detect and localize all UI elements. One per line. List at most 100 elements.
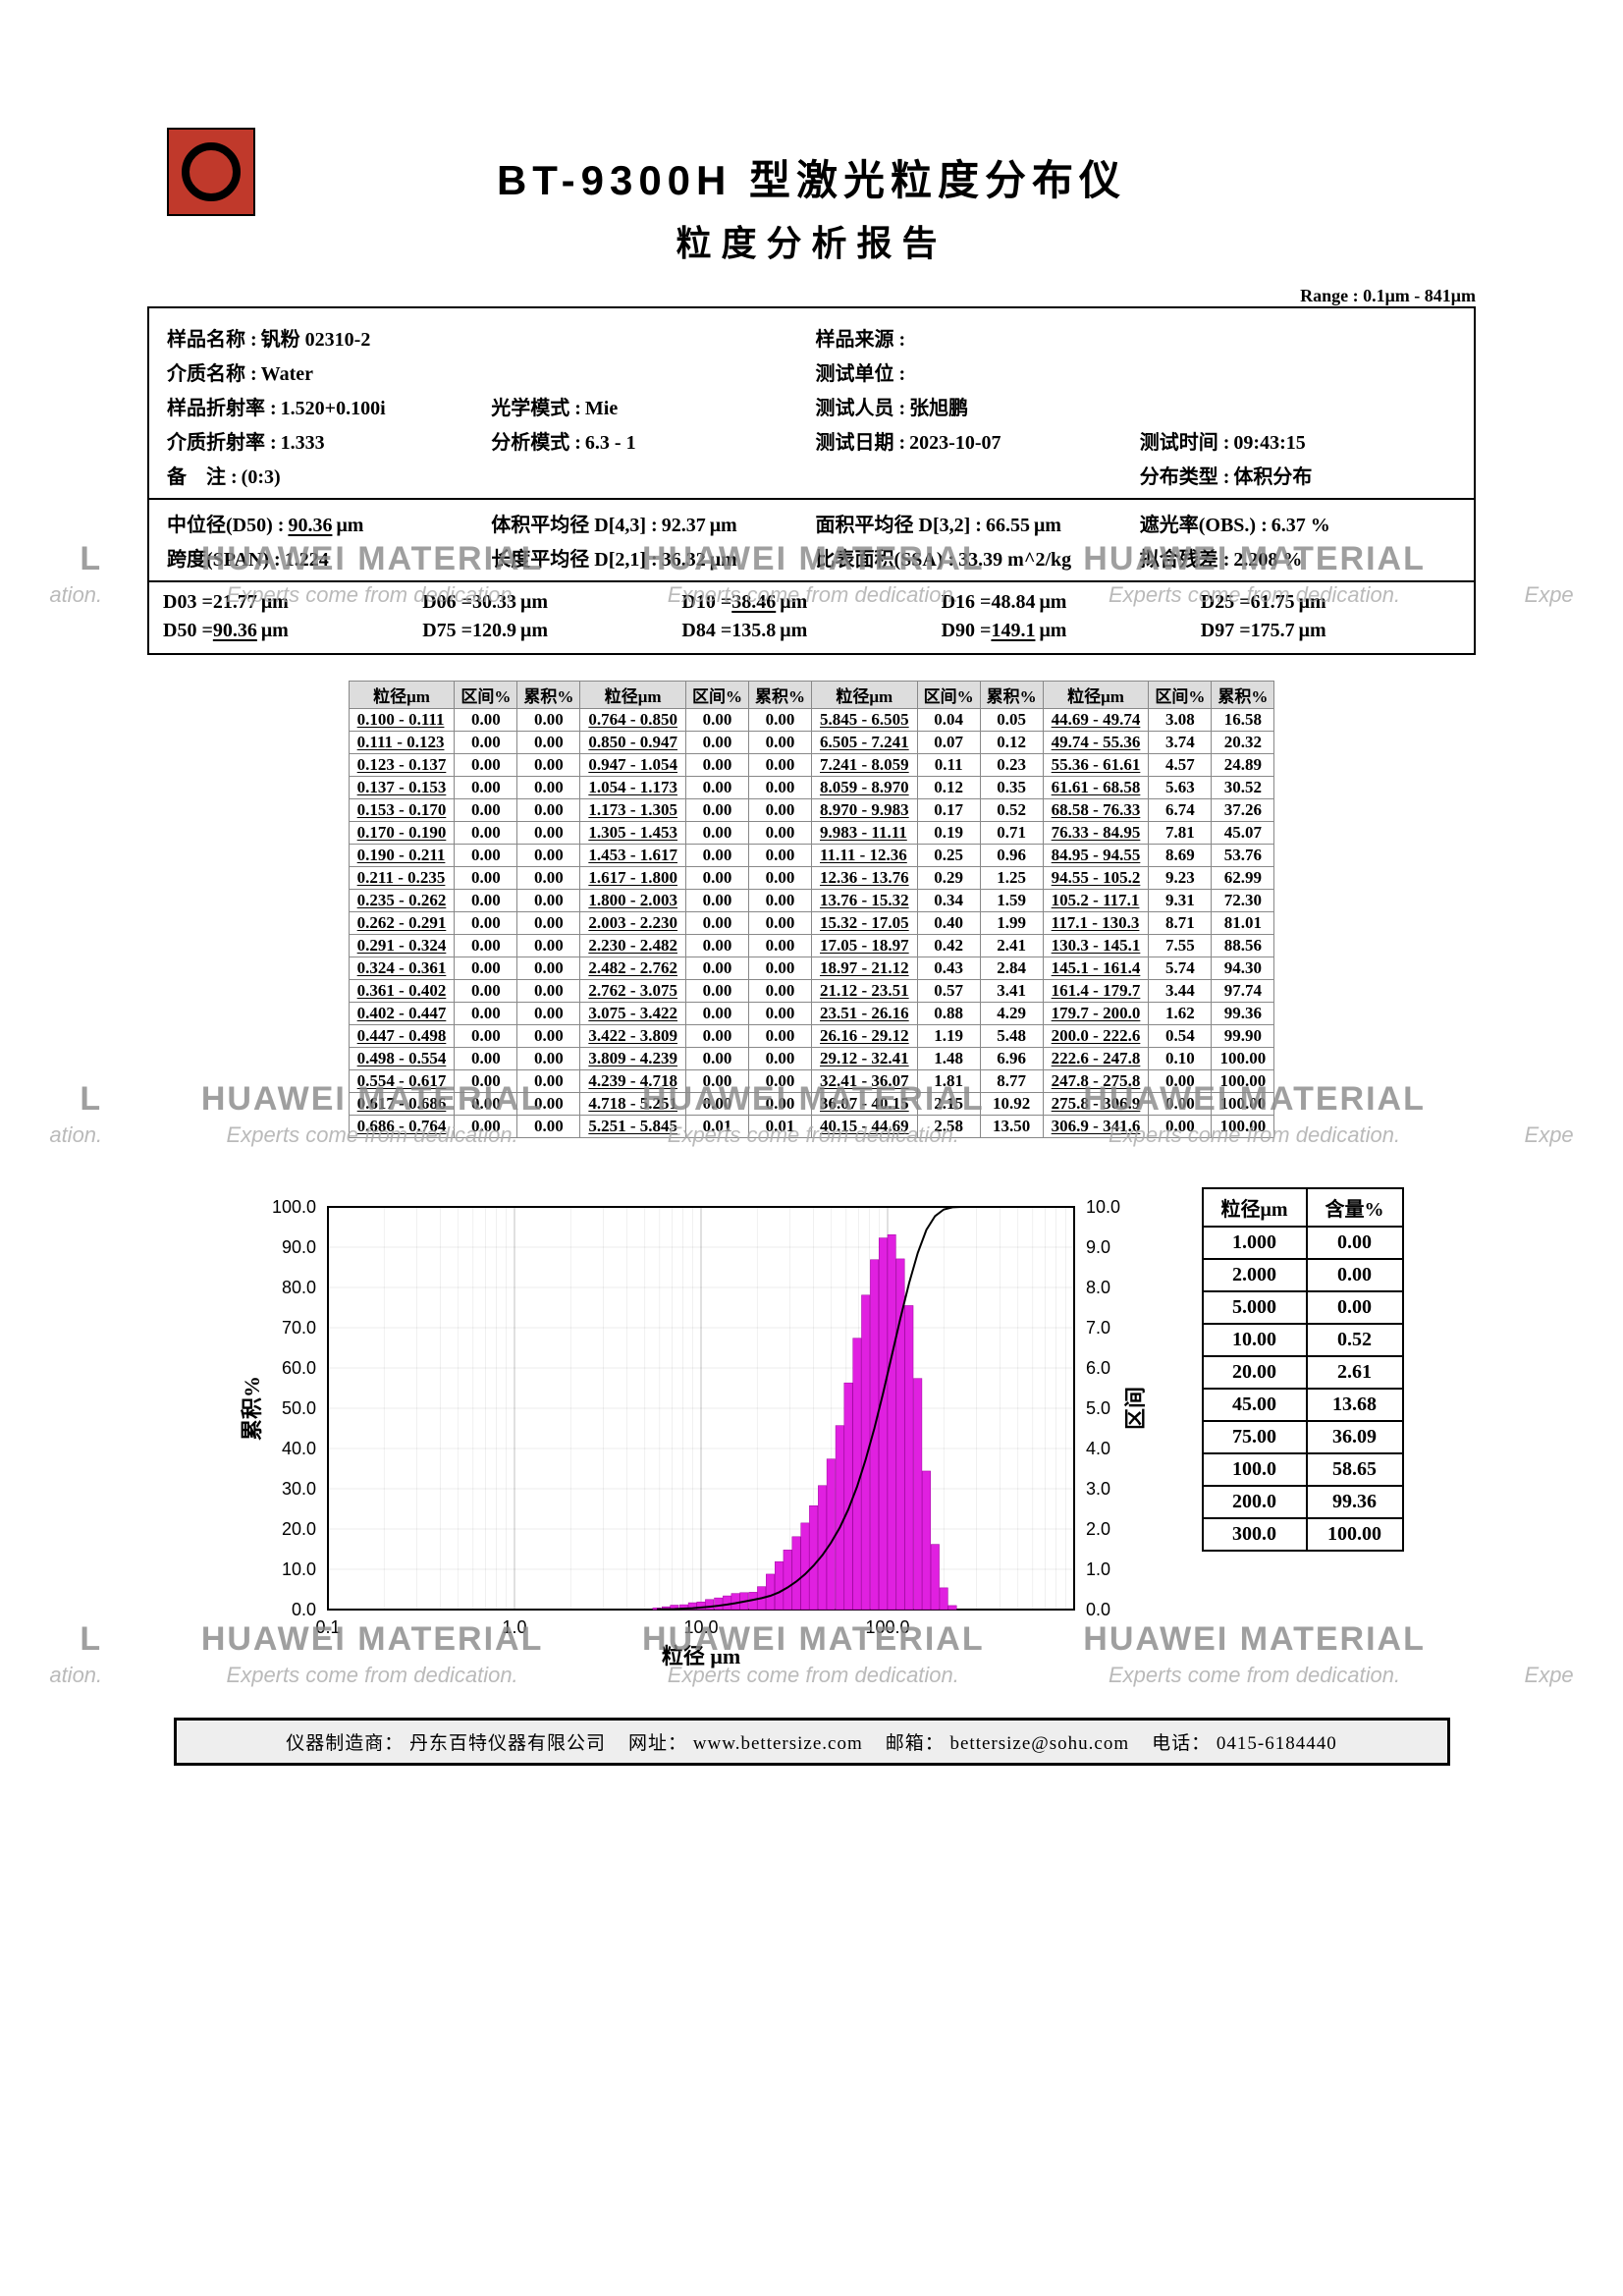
svg-text:40.0: 40.0 [281, 1439, 315, 1458]
value-cell: 0.00 [686, 957, 749, 980]
svg-text:70.0: 70.0 [281, 1318, 315, 1338]
value-cell: 8.77 [980, 1070, 1043, 1093]
value-cell: 62.99 [1212, 867, 1274, 890]
d-value: D90 = 149.1μm [942, 617, 1201, 645]
value-cell: 0.19 [917, 822, 980, 845]
table-row: 0.617 - 0.6860.000.004.718 - 5.2510.000.… [349, 1093, 1274, 1116]
value-cell: 0.00 [686, 732, 749, 754]
value-cell: 0.40 [917, 912, 980, 935]
range-cell: 26.16 - 29.12 [812, 1025, 918, 1048]
value-cell: 0.00 [1149, 1070, 1212, 1093]
source-lbl: 样品来源 : [816, 323, 906, 352]
span-lbl: 跨度(SPAN) : [167, 543, 281, 572]
range-cell: 17.05 - 18.97 [812, 935, 918, 957]
value-cell: 200.0 [1203, 1486, 1307, 1518]
range-cell: 6.505 - 7.241 [812, 732, 918, 754]
svg-text:7.0: 7.0 [1086, 1318, 1110, 1338]
range-cell: 130.3 - 145.1 [1043, 935, 1149, 957]
range-cell: 275.8 - 306.9 [1043, 1093, 1149, 1116]
remark: (0:3) [242, 466, 281, 489]
dist-header: 累积% [749, 682, 812, 709]
url: www.bettersize.com [693, 1733, 863, 1754]
value-cell: 0.00 [455, 777, 517, 799]
table-row: 300.0100.00 [1203, 1518, 1403, 1551]
value-cell: 0.00 [749, 1025, 812, 1048]
value-cell: 0.57 [917, 980, 980, 1003]
range-cell: 0.686 - 0.764 [349, 1116, 455, 1138]
value-cell: 1.62 [1149, 1003, 1212, 1025]
value-cell: 0.00 [517, 1048, 580, 1070]
value-cell: 4.29 [980, 1003, 1043, 1025]
range-cell: 1.453 - 1.617 [580, 845, 686, 867]
sample-name: 钒粉 02310-2 [261, 323, 371, 352]
svg-text:3.0: 3.0 [1086, 1479, 1110, 1499]
value-cell: 97.74 [1212, 980, 1274, 1003]
value-cell: 0.00 [517, 845, 580, 867]
range-cell: 32.41 - 36.07 [812, 1070, 918, 1093]
table-row: 75.0036.09 [1203, 1421, 1403, 1453]
value-cell: 58.65 [1307, 1453, 1403, 1486]
range-cell: 161.4 - 179.7 [1043, 980, 1149, 1003]
value-cell: 0.00 [517, 890, 580, 912]
test-date-lbl: 测试日期 : [816, 426, 906, 455]
d43: 92.37 [662, 515, 706, 537]
dist-header: 区间% [455, 682, 517, 709]
range-cell: 61.61 - 68.58 [1043, 777, 1149, 799]
value-cell: 1.000 [1203, 1227, 1307, 1259]
value-cell: 0.12 [917, 777, 980, 799]
value-cell: 0.00 [749, 709, 812, 732]
value-cell: 0.00 [517, 1116, 580, 1138]
table-row: 0.100 - 0.1110.000.000.764 - 0.8500.000.… [349, 709, 1274, 732]
summary-side-table: 粒径μm含量%1.0000.002.0000.005.0000.0010.000… [1202, 1187, 1404, 1552]
value-cell: 0.00 [455, 709, 517, 732]
range-cell: 2.003 - 2.230 [580, 912, 686, 935]
value-cell: 3.74 [1149, 732, 1212, 754]
range-cell: 84.95 - 94.55 [1043, 845, 1149, 867]
table-row: 0.291 - 0.3240.000.002.230 - 2.4820.000.… [349, 935, 1274, 957]
dist-header: 累积% [980, 682, 1043, 709]
value-cell: 8.71 [1149, 912, 1212, 935]
svg-text:区间: 区间 [1123, 1387, 1148, 1430]
value-cell: 0.00 [517, 732, 580, 754]
value-cell: 75.00 [1203, 1421, 1307, 1453]
value-cell: 20.00 [1203, 1356, 1307, 1389]
d-values-grid: D03 = 21.77μmD06 = 30.33μmD10 = 38.46μmD… [163, 588, 1460, 645]
value-cell: 0.00 [517, 867, 580, 890]
maker: 丹东百特仪器有限公司 [409, 1733, 606, 1754]
table-row: 0.554 - 0.6170.000.004.239 - 4.7180.000.… [349, 1070, 1274, 1093]
value-cell: 0.00 [455, 1070, 517, 1093]
value-cell: 0.17 [917, 799, 980, 822]
value-cell: 0.00 [455, 1003, 517, 1025]
value-cell: 0.00 [455, 890, 517, 912]
value-cell: 13.50 [980, 1116, 1043, 1138]
maker-lbl: 仪器制造商： [286, 1733, 404, 1754]
value-cell: 0.00 [749, 1048, 812, 1070]
table-row: 0.402 - 0.4470.000.003.075 - 3.4220.000.… [349, 1003, 1274, 1025]
value-cell: 0.00 [1307, 1291, 1403, 1324]
table-row: 45.0013.68 [1203, 1389, 1403, 1421]
footer-box: 仪器制造商： 丹东百特仪器有限公司 网址： www.bettersize.com… [174, 1718, 1450, 1766]
value-cell: 5.63 [1149, 777, 1212, 799]
value-cell: 100.00 [1212, 1070, 1274, 1093]
value-cell: 2.15 [917, 1093, 980, 1116]
range-cell: 4.239 - 4.718 [580, 1070, 686, 1093]
table-row: 0.111 - 0.1230.000.000.850 - 0.9470.000.… [349, 732, 1274, 754]
value-cell: 0.54 [1149, 1025, 1212, 1048]
table-row: 0.447 - 0.4980.000.003.422 - 3.8090.000.… [349, 1025, 1274, 1048]
d32-lbl: 面积平均径 D[3,2] : [816, 509, 982, 537]
value-cell: 0.00 [749, 890, 812, 912]
value-cell: 0.43 [917, 957, 980, 980]
sample-ri: 1.520+0.100i [281, 398, 386, 420]
value-cell: 99.36 [1307, 1486, 1403, 1518]
mail: bettersize@sohu.com [950, 1733, 1130, 1754]
value-cell: 0.00 [455, 1116, 517, 1138]
tester-lbl: 测试人员 : [816, 392, 906, 420]
value-cell: 1.25 [980, 867, 1043, 890]
range-cell: 0.498 - 0.554 [349, 1048, 455, 1070]
table-row: 10.000.52 [1203, 1324, 1403, 1356]
range-cell: 0.190 - 0.211 [349, 845, 455, 867]
brand-logo [167, 128, 255, 216]
value-cell: 300.0 [1203, 1518, 1307, 1551]
svg-text:1.0: 1.0 [502, 1617, 526, 1637]
value-cell: 0.88 [917, 1003, 980, 1025]
